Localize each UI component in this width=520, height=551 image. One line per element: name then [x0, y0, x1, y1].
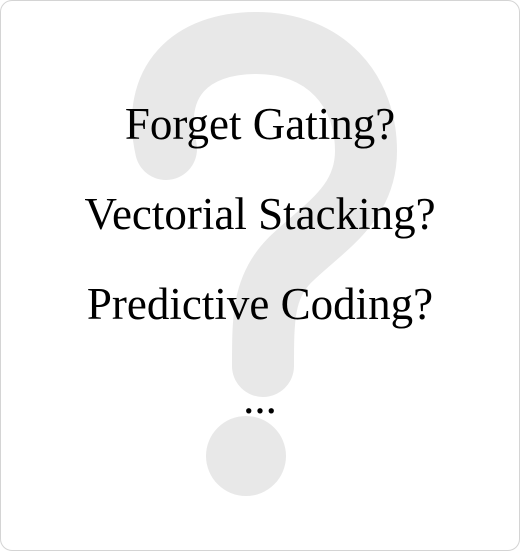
question-item-forget-gating: Forget Gating? — [124, 99, 396, 149]
question-item-predictive-coding: Predictive Coding? — [86, 279, 434, 329]
question-item-vectorial-stacking: Vectorial Stacking? — [84, 189, 436, 239]
ellipsis: ... — [243, 373, 277, 423]
